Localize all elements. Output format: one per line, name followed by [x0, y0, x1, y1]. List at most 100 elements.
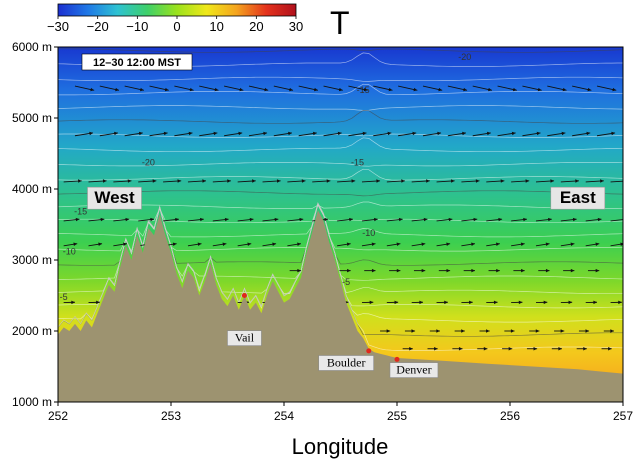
timestamp-label: 12–30 12:00 MST [93, 57, 181, 69]
isotherm-line [58, 190, 623, 197]
wind-arrowhead [597, 217, 602, 222]
wind-arrowhead [401, 179, 405, 183]
wind-arrowhead [224, 217, 229, 222]
wind-arrowhead [595, 268, 600, 273]
wind-arrowhead [102, 179, 107, 183]
wind-arrowhead [338, 87, 343, 92]
wind-arrowhead [550, 179, 555, 183]
isotherm-line [58, 83, 623, 96]
wind-arrowhead [297, 242, 301, 246]
x-tick-label: 252 [48, 409, 68, 423]
wind-arrowhead [351, 179, 356, 183]
wind-arrowhead [123, 242, 127, 246]
wind-arrowhead [177, 179, 182, 183]
wind-arrowhead [150, 217, 155, 222]
wind-arrowhead [570, 268, 575, 273]
colorbar-tick-label: 30 [289, 19, 303, 34]
wind-arrowhead [511, 131, 516, 136]
wind-arrowhead [611, 131, 616, 136]
wind-arrowhead [326, 179, 331, 183]
contour-label: -5 [342, 277, 350, 287]
x-axis: 252 253 254 255 256 257 [48, 402, 633, 423]
chart-title: T [330, 5, 350, 41]
wind-arrowhead [252, 179, 256, 183]
isotherm-line [58, 162, 623, 167]
wind-arrowhead [411, 329, 416, 333]
isotherm-line [58, 202, 623, 351]
wind-arrowhead [197, 242, 202, 246]
wind-arrowhead [537, 87, 542, 92]
isotherm-line [58, 201, 623, 209]
terrain-profile [58, 210, 623, 402]
wind-arrowhead [500, 179, 505, 183]
wind-arrowhead [510, 329, 515, 333]
wind-arrowhead [486, 131, 491, 136]
wind-arrowhead [488, 87, 492, 92]
wind-arrowhead [446, 268, 451, 273]
wind-arrowhead [398, 217, 403, 222]
wind-arrowhead [301, 179, 306, 183]
wind-arrowhead [388, 87, 393, 92]
wind-arrowhead [595, 242, 600, 246]
wind-arrowhead [434, 347, 438, 351]
isotherm-line [58, 137, 623, 153]
wind-arrowhead [276, 179, 281, 183]
wind-arrowhead [249, 217, 254, 222]
city-markers: Vail Boulder Denver [227, 293, 439, 378]
city-label: Denver [396, 363, 431, 377]
wind-arrowhead [498, 217, 503, 222]
wind-arrowhead [625, 179, 629, 182]
wind-arrowhead [189, 87, 194, 92]
y-tick-label: 1000 m [12, 395, 52, 409]
wind-arrowhead [586, 131, 591, 136]
x-tick-label: 256 [500, 409, 520, 423]
wind-arrowhead [462, 131, 466, 136]
wind-arrowhead [608, 347, 612, 351]
city-marker [241, 293, 247, 298]
wind-arrowhead [272, 242, 277, 246]
wind-arrowhead [100, 217, 105, 222]
wind-arrowhead [521, 268, 525, 273]
city-marker [394, 356, 400, 362]
wind-arrowhead [585, 329, 590, 333]
wind-arrowhead [560, 329, 565, 333]
wind-arrowhead [545, 242, 550, 246]
overlay-labels: West East 12–30 12:00 MST [81, 53, 606, 210]
wind-arrowhead [568, 300, 573, 305]
wind-arrowhead [520, 242, 525, 246]
colorbar-tick-label: 20 [249, 19, 263, 34]
wind-arrowhead [349, 217, 353, 222]
isotherm-line [58, 105, 623, 111]
wind-arrowhead [239, 87, 244, 92]
wind-arrowhead [376, 179, 381, 183]
x-tick-label: 255 [387, 409, 407, 423]
wind-arrowhead [396, 242, 401, 246]
wind-arrowhead [620, 242, 623, 246]
wind-arrowhead [89, 131, 94, 136]
wind-arrowhead [394, 300, 399, 305]
wind-arrowhead [227, 179, 231, 183]
wind-arrowhead [264, 87, 269, 92]
wind-arrowhead [139, 87, 144, 92]
wind-arrowhead [587, 87, 592, 92]
wind-arrowhead [289, 87, 294, 92]
wind-arrowhead [90, 87, 95, 92]
wind-arrowhead [127, 179, 132, 183]
plot-frame [57, 46, 624, 403]
y-tick-label: 6000 m [12, 40, 52, 54]
x-tick-label: 254 [274, 409, 294, 423]
wind-arrowhead [423, 217, 428, 222]
wind-arrowhead [450, 179, 455, 183]
wind-arrowhead [558, 347, 562, 351]
region-label-box [87, 186, 142, 210]
wind-arrowhead [533, 347, 538, 351]
wind-arrowhead [471, 268, 475, 273]
colorbar-tick-label: −30 [47, 19, 69, 34]
region-label-box [550, 186, 606, 210]
contour-label: -20 [458, 52, 471, 62]
wind-arrowhead [437, 131, 442, 136]
wind-arrowhead [461, 329, 465, 333]
wind-arrowhead [508, 347, 513, 351]
wind-arrowhead [436, 329, 440, 333]
wind-arrowhead [535, 329, 540, 333]
